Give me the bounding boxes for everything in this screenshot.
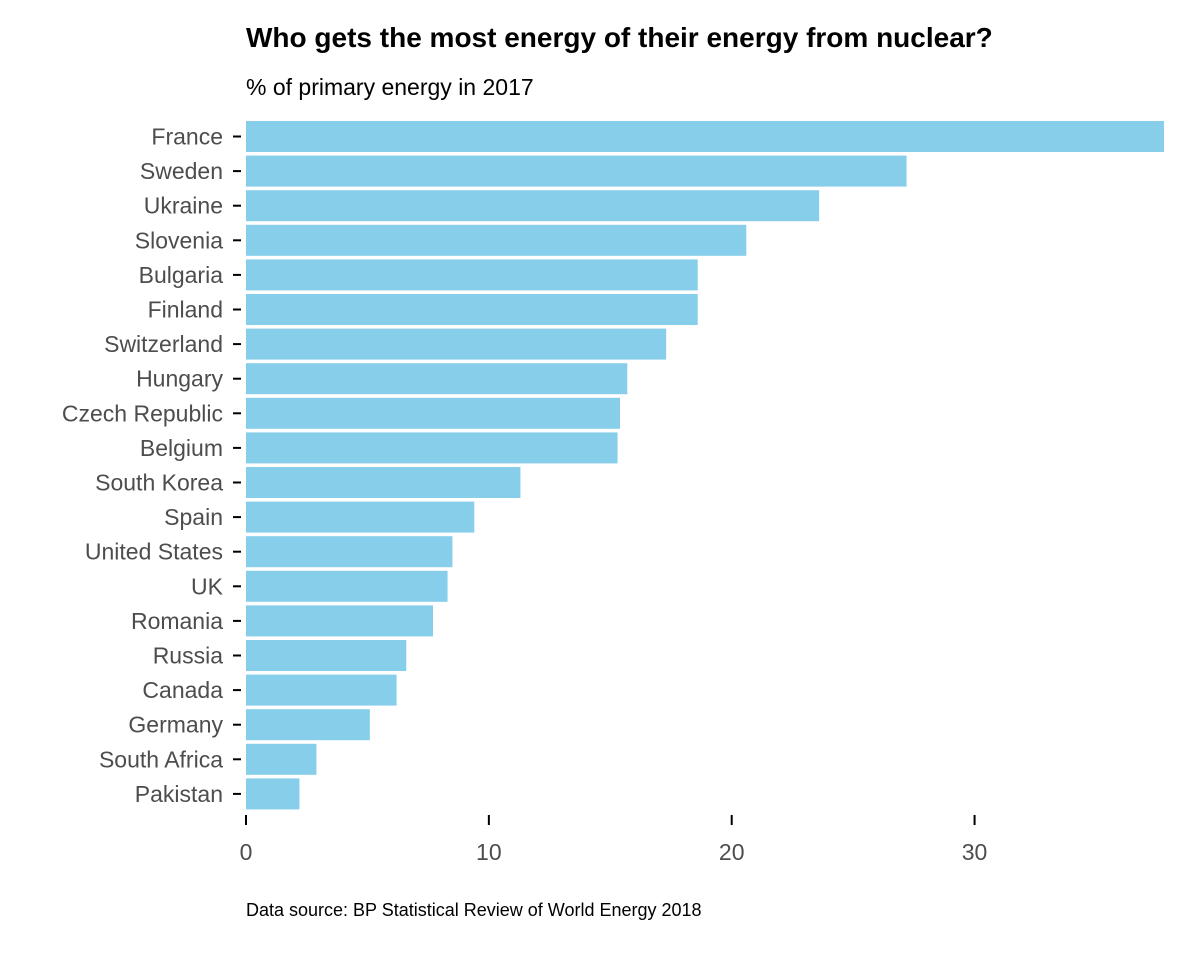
x-tick-label-30: 30: [962, 839, 988, 865]
y-tick-label-sweden: Sweden: [140, 158, 223, 184]
x-tick-label-0: 0: [240, 839, 253, 865]
bar-spain: [246, 501, 475, 533]
bar-bulgaria: [246, 259, 698, 291]
y-tick-label-pakistan: Pakistan: [135, 781, 223, 807]
bar-hungary: [246, 363, 628, 395]
chart-caption: Data source: BP Statistical Review of Wo…: [246, 900, 702, 920]
bar-united-states: [246, 536, 453, 568]
bar-russia: [246, 640, 407, 671]
bar-finland: [246, 294, 698, 325]
y-tick-label-germany: Germany: [128, 712, 223, 738]
y-tick-label-south-africa: South Africa: [99, 746, 223, 772]
bar-romania: [246, 605, 433, 637]
y-axis: France Sweden Ukraine Slovenia Bulgaria Finla…: [62, 124, 241, 807]
bar-france: [246, 121, 1164, 152]
y-tick-label-russia: Russia: [153, 643, 224, 669]
bar-ukraine: [246, 190, 820, 222]
y-tick-label-romania: Romania: [131, 608, 223, 634]
bars-group: [246, 121, 1164, 810]
y-tick-label-ukraine: Ukraine: [144, 193, 223, 219]
y-tick-label-spain: Spain: [164, 504, 223, 530]
x-tick-label-20: 20: [719, 839, 745, 865]
y-tick-label-united-states: United States: [85, 539, 223, 565]
bar-czech-republic: [246, 397, 620, 429]
bar-south-korea: [246, 467, 521, 498]
y-tick-label-bulgaria: Bulgaria: [139, 262, 224, 288]
chart-subtitle: % of primary energy in 2017: [246, 74, 534, 100]
y-tick-label-uk: UK: [191, 573, 224, 599]
y-tick-label-switzerland: Switzerland: [104, 331, 223, 357]
bar-belgium: [246, 432, 618, 464]
y-tick-label-hungary: Hungary: [136, 366, 223, 392]
x-tick-label-10: 10: [476, 839, 502, 865]
bar-uk: [246, 570, 448, 602]
bar-germany: [246, 709, 370, 741]
y-tick-label-canada: Canada: [142, 677, 223, 703]
y-tick-label-south-korea: South Korea: [95, 470, 223, 496]
bar-pakistan: [246, 778, 300, 810]
bar-sweden: [246, 155, 907, 187]
y-tick-label-belgium: Belgium: [140, 435, 223, 461]
bar-slovenia: [246, 224, 747, 256]
bar-canada: [246, 674, 397, 706]
bar-south-africa: [246, 743, 317, 775]
y-tick-label-finland: Finland: [148, 297, 223, 323]
x-axis: 0 10 20 30: [240, 815, 988, 865]
y-tick-label-france: France: [151, 124, 223, 150]
bar-switzerland: [246, 328, 667, 360]
chart-title: Who gets the most energy of their energy…: [246, 22, 993, 53]
y-tick-label-czech-republic: Czech Republic: [62, 400, 223, 426]
y-tick-label-slovenia: Slovenia: [135, 227, 223, 253]
